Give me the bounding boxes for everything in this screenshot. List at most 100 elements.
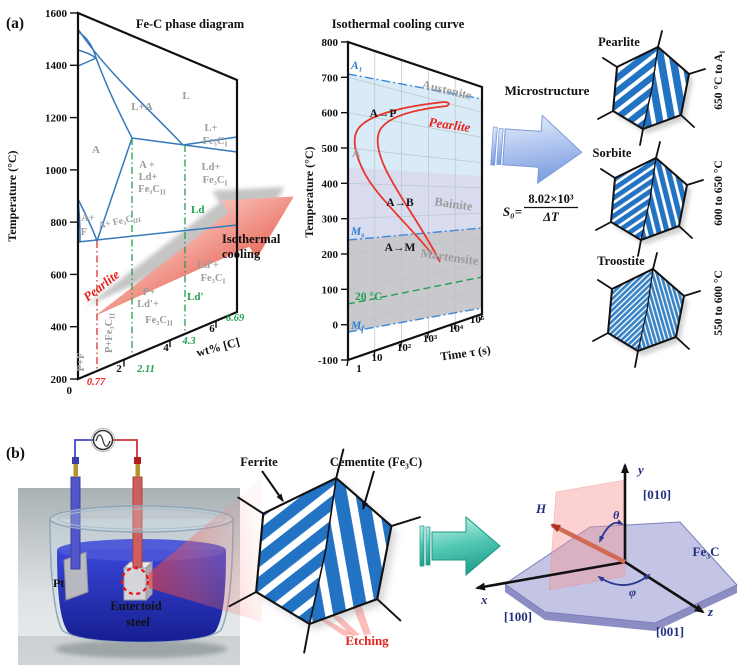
tick: 1600 [45,8,68,20]
pt-electrode [63,457,89,601]
tick: 700 [322,72,339,84]
mf-label: Mf [350,320,365,334]
region-A+Ld+Fe3C2-l3: Fe₃CII [138,184,166,197]
pt-contact [73,463,78,477]
arrow-body [95,196,294,316]
ttt-y-tick-labels: 800 700 600 500 400 300 200 100 0 -100 [318,37,339,367]
theta-label: θ [613,508,620,522]
pt-connector [72,457,79,464]
lamellar-hexagon: Ferrite Cementite (Fe₃C) Etching [228,448,422,654]
tick: 500 [322,143,339,155]
sorbite-name: Sorbite [593,146,632,160]
ttt-c-curves [353,101,450,263]
beaker-shadow [55,640,227,658]
region-A+F-l1: A+ [81,213,95,224]
phase-x-ticks [123,320,217,367]
ms-label: Ms [350,226,364,240]
hex-boundary [642,46,659,130]
tick: 800 [51,217,68,229]
note-isothermal: Isothermal [222,232,281,246]
cementite-arrow [362,470,375,510]
fec-phase-diagram: 1600 1400 1200 1000 800 600 400 200 0 2 … [5,8,294,397]
steel-contact [135,463,140,477]
x-val-6_69: 6.69 [226,313,245,324]
z-axis-label: z [707,604,714,619]
region-A+Ld+Fe3C2-l1: A + [139,160,155,171]
ttt-regions [348,51,482,351]
microstructure-title: Microstructure [505,83,590,98]
phase-x-label: wt% [C] [195,335,241,360]
microstructure-arrow [490,114,583,185]
arrow-bar [419,525,425,567]
tick: 1000 [45,165,68,177]
a1-line [348,73,482,100]
arrow-body [431,515,501,577]
crystal-frame: H θ φ y [010] x [100] z [001] Fe₃C [475,462,738,639]
hexagon-pearlite: Pearlite 650 °C to A₁ [597,30,725,146]
phase-title: Fe-C phase diagram [136,17,245,31]
theta-arc [599,519,624,543]
tick: 300 [322,214,339,226]
tick: 10² [397,342,412,354]
fe3c-plate-edge [505,584,737,631]
hexagon-troostite: Troostite 550 to 600 °C [592,252,725,368]
tick: 200 [322,249,339,261]
panel-a: (a) [5,8,725,397]
phi-arc [597,573,651,586]
formula-s0: S₀= [503,204,522,219]
cementite-label: Cementite (Fe₃C) [330,455,422,469]
etching-label: Etching [345,633,389,648]
tick: -100 [318,355,339,367]
pt-label: Pt [53,576,64,590]
pearlite-label: Pearlite [428,114,472,135]
region-L+Fe3C1-l1: L+ [205,123,218,134]
tick: 0 [333,320,339,332]
troostite-name: Troostite [597,254,645,268]
hexagon-sorbite: Sorbite 600 to 650 °C [593,141,725,257]
region-A+Ld+Fe3C2-l2: Ld+ [139,172,158,183]
tick: 10 [372,352,384,364]
sorbite-range: 600 to 650 °C [713,160,725,226]
region-Ldp+Fe3C1-l1: Ld'+ [197,260,219,271]
phase-y-label: Temperature (°C) [5,150,19,241]
room-temp-label: 20 °C [355,291,382,303]
tick: 400 [51,322,68,334]
wire-left [74,439,93,457]
sample-label-1: Eutectoid [110,599,161,613]
hex-boundary [637,268,654,352]
ttt-x-label: Time τ (s) [439,343,491,364]
region-Ldp: Ld' [187,291,204,303]
tick: 600 [51,269,68,281]
mf-line [348,307,482,333]
tick: 10³ [423,333,438,345]
magnify-beam [149,478,262,622]
hex-boundary [308,477,338,625]
phase-y-tick-labels: 1600 1400 1200 1000 800 600 400 200 0 [45,8,73,397]
sample-label-2: steel [126,615,150,629]
bainite-label: Bainite [434,194,474,213]
panel-b-tag: (b) [6,445,25,462]
x-axis-label: x [480,592,488,607]
ferrite-arrow [261,470,284,502]
hex-boundary [640,157,657,241]
a-label: A [352,148,361,160]
panel-b: (b) [6,428,738,665]
ferrite-label: Ferrite [240,455,278,469]
panel-a-tag: (a) [6,15,24,32]
ms-line [348,227,482,241]
x-tick-4: 4 [163,342,169,354]
ttt-x-tick-labels: 1 10 10² 10³ 10⁴ 10⁵ [356,314,485,375]
arrow-bar [425,526,431,566]
region-L: L [182,90,189,102]
troostite-range: 550 to 600 °C [713,270,725,336]
phi-label: φ [629,585,636,599]
region-P+Ld+Fe3C2-l2: Ld'+ [137,299,159,310]
region-P+Ld+Fe3C2-l1: P+ [143,287,155,298]
steel-connector [134,457,141,464]
ttt-x-ticks [346,313,483,367]
sample-front [123,567,147,601]
wire-right [113,439,138,457]
origin-label: 0 [67,385,73,397]
